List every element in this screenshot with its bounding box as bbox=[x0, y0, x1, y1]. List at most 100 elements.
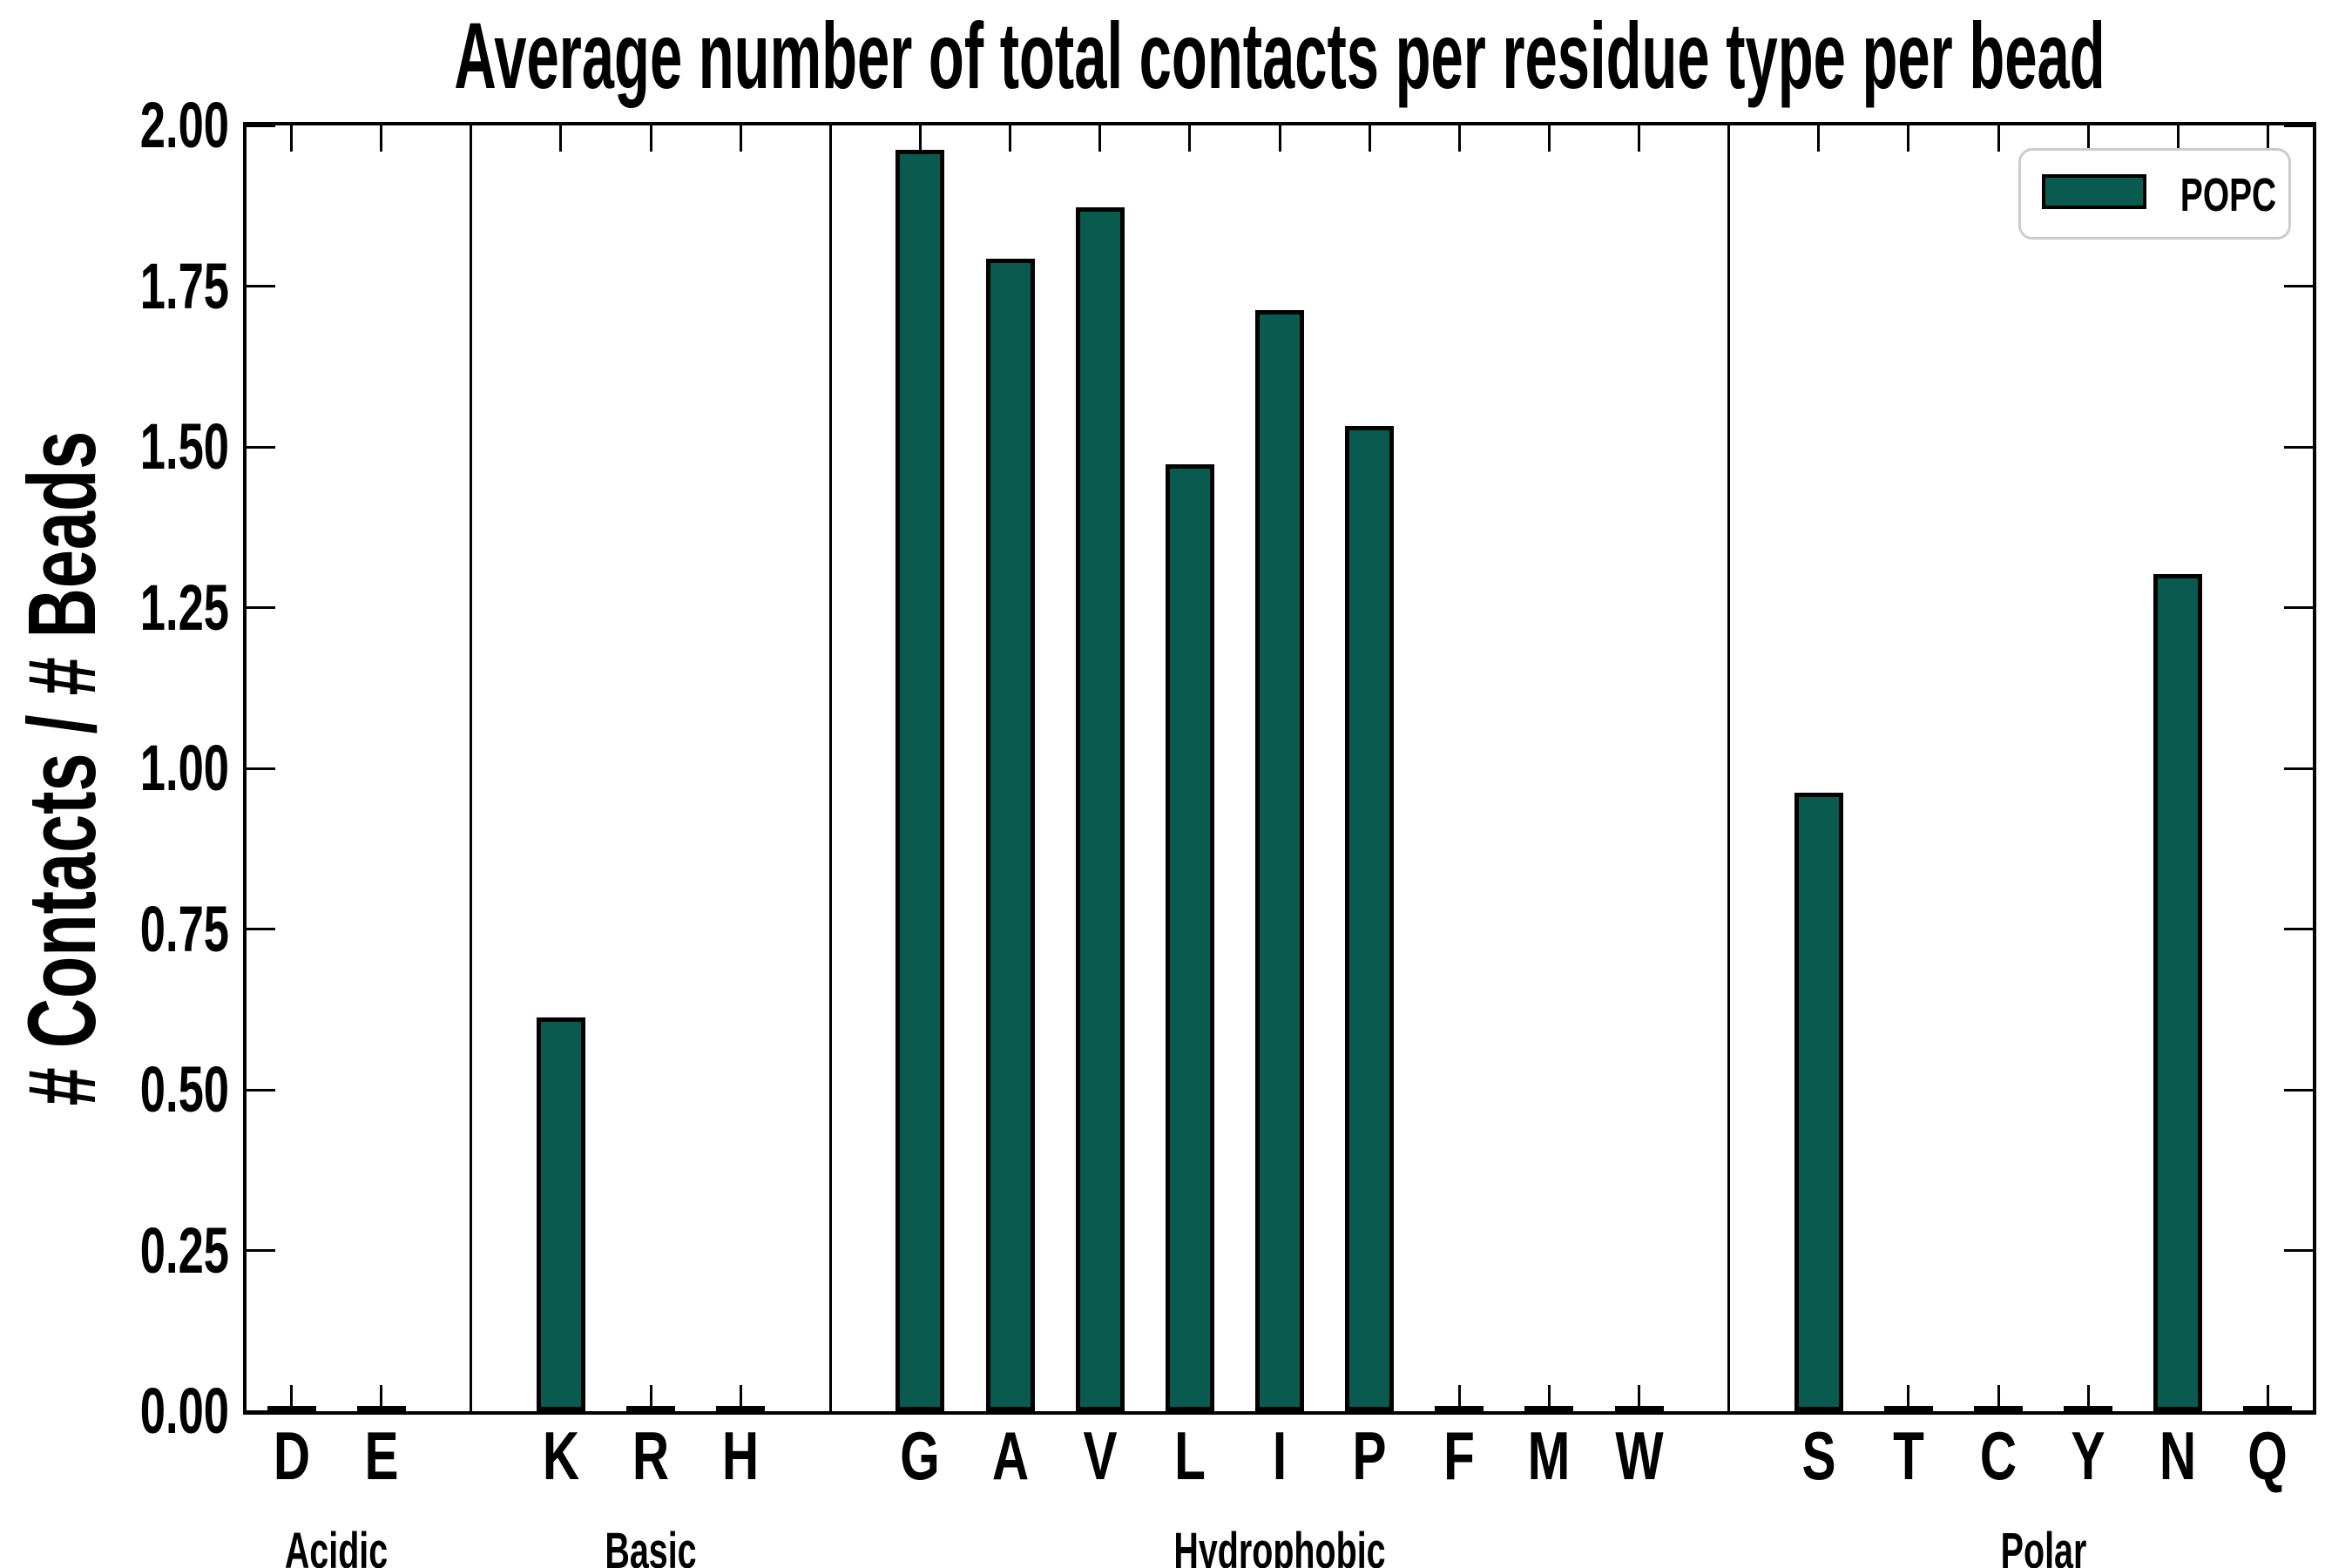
y-tick-label-0.75: 0.75 bbox=[139, 892, 229, 965]
x-tick-label-F: F bbox=[1443, 1417, 1476, 1494]
x-tick-bottom bbox=[2266, 1385, 2269, 1411]
y-tick-left bbox=[247, 767, 275, 770]
x-tick-label-L: L bbox=[1173, 1417, 1206, 1494]
legend: POPC bbox=[2018, 148, 2291, 240]
legend-swatch-popc bbox=[2042, 174, 2146, 209]
x-tick-label-T: T bbox=[1893, 1417, 1924, 1494]
x-tick-bottom bbox=[380, 1385, 383, 1411]
x-tick-label-W: W bbox=[1614, 1417, 1664, 1494]
plot-area bbox=[243, 122, 2316, 1415]
x-tick-top bbox=[1907, 125, 1910, 152]
x-tick-top bbox=[649, 125, 652, 152]
x-tick-label-H: H bbox=[722, 1417, 760, 1494]
y-axis-label: # Contacts / # Beads bbox=[9, 430, 116, 1106]
group-label-polar: Polar bbox=[2000, 1523, 2086, 1568]
x-tick-bottom bbox=[290, 1385, 294, 1411]
x-tick-top bbox=[559, 125, 563, 152]
x-tick-label-M: M bbox=[1528, 1417, 1571, 1494]
y-tick-right bbox=[2284, 445, 2313, 449]
chart-title: Average number of total contacts per res… bbox=[454, 3, 2105, 108]
y-tick-left bbox=[247, 1249, 275, 1252]
x-tick-bottom bbox=[1457, 1385, 1461, 1411]
y-tick-left bbox=[247, 928, 275, 930]
y-tick-left bbox=[247, 285, 275, 287]
bar-T-zero bbox=[1883, 1406, 1933, 1411]
group-divider bbox=[1727, 125, 1731, 1411]
group-divider bbox=[828, 125, 832, 1411]
x-tick-top bbox=[380, 125, 383, 152]
bar-G bbox=[896, 149, 945, 1411]
x-tick-label-E: E bbox=[364, 1417, 399, 1494]
x-tick-top bbox=[290, 125, 294, 152]
bar-F-zero bbox=[1435, 1406, 1484, 1411]
group-divider bbox=[470, 125, 473, 1411]
y-tick-right bbox=[2284, 767, 2313, 770]
y-tick-left bbox=[247, 606, 275, 609]
bar-I bbox=[1255, 310, 1304, 1411]
bar-V bbox=[1075, 206, 1125, 1411]
x-tick-bottom bbox=[649, 1385, 652, 1411]
x-tick-label-N: N bbox=[2159, 1417, 2197, 1494]
y-tick-right bbox=[2284, 285, 2313, 287]
x-tick-top bbox=[1188, 125, 1192, 152]
bar-S bbox=[1794, 792, 1843, 1411]
x-tick-top bbox=[1278, 125, 1281, 152]
bar-R-zero bbox=[626, 1406, 676, 1411]
x-tick-top bbox=[1817, 125, 1821, 152]
group-label-acidic: Acidic bbox=[284, 1523, 389, 1568]
y-tick-label-1.25: 1.25 bbox=[139, 571, 229, 644]
y-tick-right bbox=[2284, 124, 2313, 127]
bar-D-zero bbox=[267, 1406, 316, 1411]
y-tick-label-0.25: 0.25 bbox=[139, 1213, 229, 1287]
x-tick-bottom bbox=[1907, 1385, 1910, 1411]
y-tick-left bbox=[247, 1409, 275, 1413]
x-tick-label-A: A bbox=[991, 1417, 1029, 1494]
x-tick-label-K: K bbox=[542, 1417, 580, 1494]
x-tick-bottom bbox=[1997, 1385, 2000, 1411]
x-tick-bottom bbox=[1638, 1385, 1641, 1411]
bar-W-zero bbox=[1614, 1406, 1664, 1411]
bar-A bbox=[985, 258, 1035, 1411]
x-tick-top bbox=[1009, 125, 1012, 152]
x-tick-label-P: P bbox=[1352, 1417, 1387, 1494]
bar-P bbox=[1345, 425, 1395, 1411]
y-tick-right bbox=[2284, 1088, 2313, 1092]
bar-Q-zero bbox=[2243, 1406, 2293, 1411]
bar-M-zero bbox=[1524, 1406, 1574, 1411]
x-tick-label-I: I bbox=[1272, 1417, 1288, 1494]
x-tick-top bbox=[918, 125, 922, 152]
x-tick-label-C: C bbox=[1979, 1417, 2017, 1494]
x-tick-top bbox=[2266, 125, 2269, 152]
y-tick-label-1.50: 1.50 bbox=[139, 410, 229, 483]
y-tick-label-1.00: 1.00 bbox=[139, 732, 229, 804]
x-tick-top bbox=[2176, 125, 2180, 152]
legend-label: POPC bbox=[2180, 169, 2277, 221]
x-tick-bottom bbox=[2086, 1385, 2090, 1411]
bar-E-zero bbox=[356, 1406, 406, 1411]
x-tick-bottom bbox=[739, 1385, 742, 1411]
y-tick-label-2.00: 2.00 bbox=[139, 89, 229, 161]
x-tick-label-R: R bbox=[632, 1417, 670, 1494]
x-tick-top bbox=[739, 125, 742, 152]
y-tick-right bbox=[2284, 928, 2313, 930]
x-tick-top bbox=[2086, 125, 2090, 152]
x-tick-label-Y: Y bbox=[2071, 1417, 2105, 1494]
y-tick-right bbox=[2284, 606, 2313, 609]
x-tick-label-G: G bbox=[900, 1417, 941, 1494]
bar-H-zero bbox=[716, 1406, 766, 1411]
y-tick-label-0.50: 0.50 bbox=[139, 1053, 229, 1125]
y-tick-left bbox=[247, 124, 275, 127]
x-tick-top bbox=[1547, 125, 1551, 152]
x-tick-top bbox=[1997, 125, 2000, 152]
x-tick-bottom bbox=[1547, 1385, 1551, 1411]
y-tick-label-1.75: 1.75 bbox=[139, 249, 229, 322]
y-tick-right bbox=[2284, 1409, 2313, 1413]
x-tick-top bbox=[1457, 125, 1461, 152]
y-tick-left bbox=[247, 445, 275, 449]
bar-Y-zero bbox=[2064, 1406, 2113, 1411]
y-tick-left bbox=[247, 1088, 275, 1092]
x-tick-label-S: S bbox=[1801, 1417, 1836, 1494]
x-tick-label-V: V bbox=[1083, 1417, 1118, 1494]
bar-K bbox=[536, 1017, 585, 1411]
